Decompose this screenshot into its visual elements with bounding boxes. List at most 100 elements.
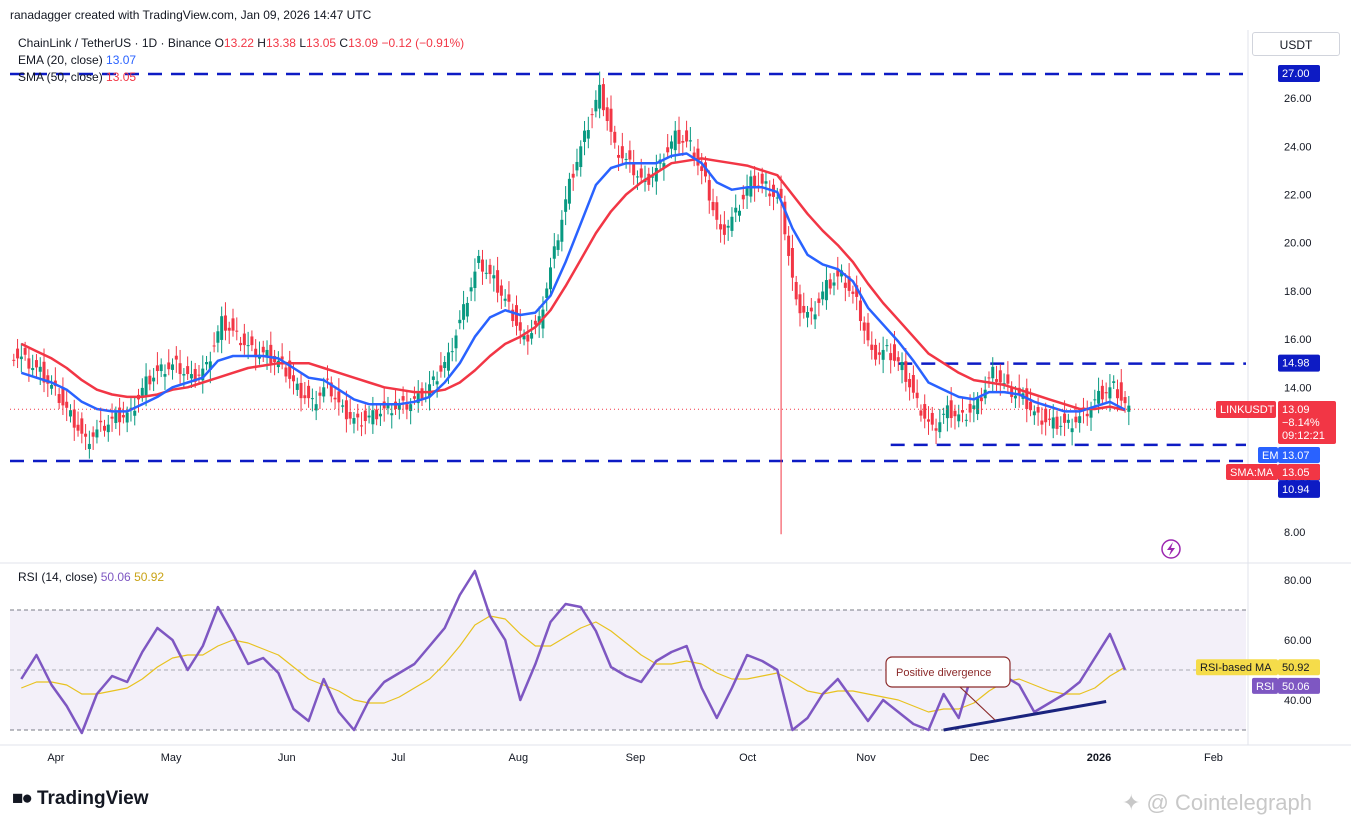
candle-body (197, 374, 201, 376)
candle-body (23, 347, 27, 355)
level-tag-1498[interactable]: 14.98 (1278, 354, 1320, 372)
candles[interactable] (12, 71, 1131, 535)
candle-body (310, 398, 314, 400)
candle-body (1097, 390, 1101, 404)
rsi-pane[interactable]: 80.00 60.00 40.00 Positive divergence (10, 569, 1312, 735)
candle-body (707, 180, 711, 201)
candle-body (711, 201, 715, 211)
candle-body (836, 270, 840, 277)
level-tag-27[interactable]: 27.00 (1278, 65, 1320, 82)
time-axis[interactable]: Apr May Jun Jul Aug Sep Oct Nov Dec 2026 Feb (47, 752, 1223, 764)
tradingview-logo[interactable]: ■● TradingView (12, 788, 149, 810)
candle-body (291, 375, 295, 382)
candle-body (148, 375, 152, 385)
candle-body (95, 429, 99, 438)
candle-body (231, 318, 235, 331)
candle-body (386, 402, 390, 409)
divergence-annotation[interactable]: Positive divergence (885, 656, 1011, 721)
symbol-name[interactable]: ChainLink / TetherUS · 1D · Binance (18, 36, 212, 50)
candle-body (322, 387, 326, 397)
time-axis-tick: Apr (47, 752, 64, 764)
candle-body (469, 287, 473, 292)
candle-body (341, 405, 345, 407)
candle-body (957, 414, 961, 422)
current-price-tag[interactable]: 13.09−8.14%09:12:21 (1278, 401, 1336, 444)
candle-body (794, 281, 798, 300)
time-axis-tick: Jul (391, 752, 405, 764)
candle-body (560, 219, 564, 242)
candle-body (934, 428, 938, 431)
candle-body (333, 397, 337, 400)
rsi-axis-tick: 80.00 (1284, 575, 1312, 587)
candle-body (870, 344, 874, 350)
sma-legend-row[interactable]: SMA (50, close) 13.05 (18, 69, 464, 86)
candle-body (552, 246, 556, 259)
candle-body (942, 413, 946, 415)
candle-body (371, 410, 375, 425)
ema-tag-value[interactable]: 13.07 (1278, 447, 1320, 463)
candle-body (348, 412, 352, 419)
price-axis-tick: 26.00 (1284, 93, 1312, 105)
candle-body (484, 272, 488, 274)
candle-body (677, 129, 681, 144)
ema-label: EMA (20, close) (18, 53, 103, 67)
candle-body (726, 225, 730, 228)
rsi-tag-label[interactable]: RSI (1252, 677, 1278, 694)
level-tag-1094-bg (1278, 480, 1320, 498)
rsi-tag-value[interactable]: 50.06 (1278, 677, 1320, 694)
candle-body (223, 315, 227, 331)
candle-body (911, 375, 915, 393)
divergence-trendline (943, 700, 1107, 732)
rsi-tag-label-bg (1252, 677, 1278, 694)
high-label: H (257, 36, 266, 50)
candle-body (738, 210, 742, 216)
candle-body (760, 173, 764, 184)
rsi-legend[interactable]: RSI (14, close) 50.06 50.92 (18, 570, 164, 584)
candle-body (1085, 413, 1089, 417)
price-axis-tick: 8.00 (1284, 527, 1305, 539)
level-tag-1498-bg (1278, 354, 1320, 372)
candle-body (949, 400, 953, 419)
lightning-ring (1161, 539, 1181, 559)
currency-selector[interactable]: USDT (1252, 32, 1340, 56)
candle-body (654, 167, 658, 182)
candle-body (189, 374, 193, 379)
sma-tag-value[interactable]: 13.05 (1278, 464, 1320, 480)
time-axis-tick: Aug (508, 752, 528, 764)
candle-body (851, 291, 855, 294)
price-pane[interactable] (10, 30, 1246, 560)
candle-body (1055, 416, 1059, 429)
ema-legend-row[interactable]: EMA (20, close) 13.07 (18, 52, 464, 69)
candle-body (938, 422, 942, 433)
candle-body (545, 288, 549, 299)
support-resistance-levels (10, 72, 1246, 463)
candle-body (824, 280, 828, 301)
candle-body (360, 425, 364, 427)
rsi-ma-value: 50.92 (134, 570, 165, 584)
sma-tag-value-text: 13.05 (1282, 467, 1310, 479)
level-tag-1094[interactable]: 10.94 (1278, 480, 1320, 498)
candle-body (299, 382, 303, 399)
symbol-tag[interactable]: LINKUSDT (1216, 401, 1276, 418)
time-axis-tick: Nov (856, 752, 876, 764)
lightning-icon[interactable] (1161, 539, 1181, 559)
candle-body (102, 425, 106, 431)
candle-body (405, 404, 409, 410)
sma-tag-label[interactable]: SMA:MA (1226, 464, 1278, 480)
candle-body (930, 412, 934, 425)
candle-body (220, 316, 224, 340)
candle-body (250, 336, 254, 346)
rsi-value: 50.06 (100, 570, 131, 584)
candle-body (167, 362, 171, 370)
candle-body (533, 320, 537, 325)
rsi-ma-tag-value[interactable]: 50.92 (1278, 659, 1320, 676)
candle-body (390, 413, 394, 416)
candle-body (1059, 425, 1063, 427)
candle-body (201, 368, 205, 381)
candle-body (84, 433, 88, 437)
candle-body (1119, 382, 1123, 401)
candle-body (1070, 428, 1074, 433)
close-value: 13.09 (348, 36, 379, 50)
rsi-ma-tag-label[interactable]: RSI-based MA (1196, 659, 1278, 676)
